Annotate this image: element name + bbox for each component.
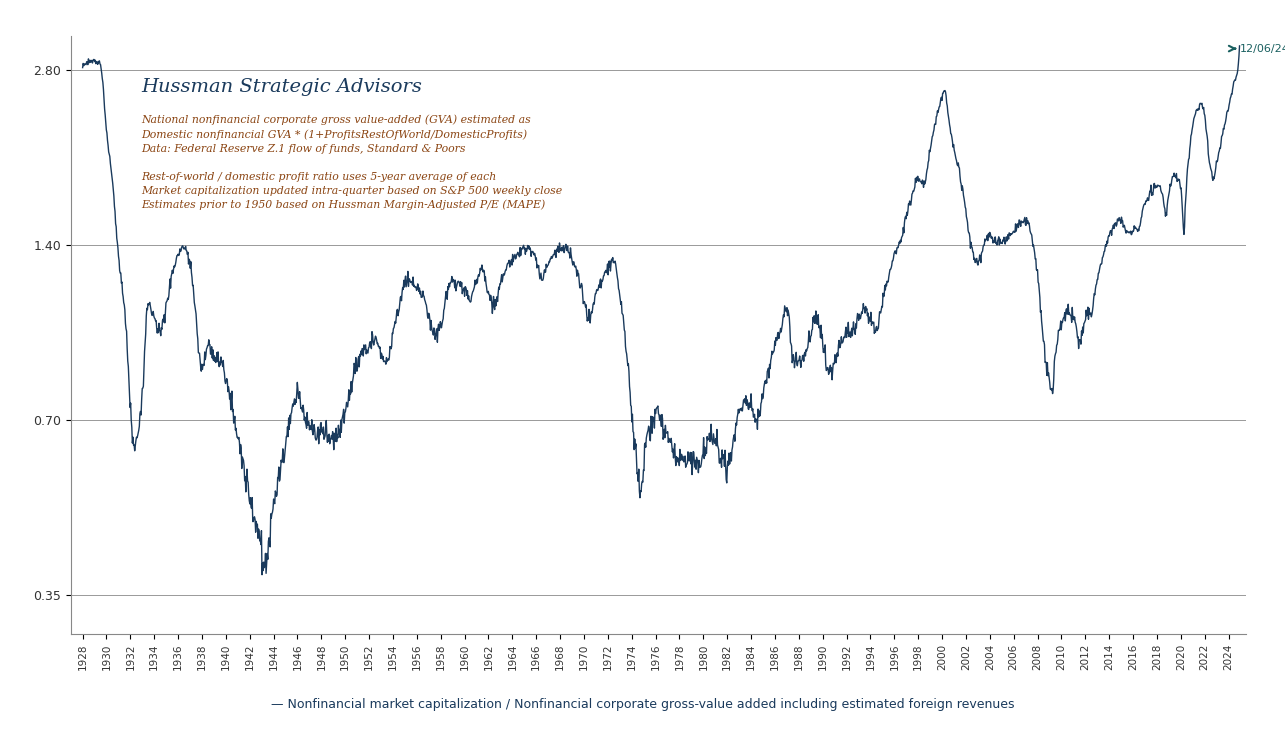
- Text: Hussman Strategic Advisors: Hussman Strategic Advisors: [141, 78, 421, 96]
- Text: National nonfinancial corporate gross value-added (GVA) estimated as
Domestic no: National nonfinancial corporate gross va…: [141, 114, 563, 211]
- Text: 12/06/24: 12/06/24: [1240, 44, 1285, 53]
- Text: — Nonfinancial market capitalization / Nonfinancial corporate gross-value added : — Nonfinancial market capitalization / N…: [271, 698, 1014, 711]
